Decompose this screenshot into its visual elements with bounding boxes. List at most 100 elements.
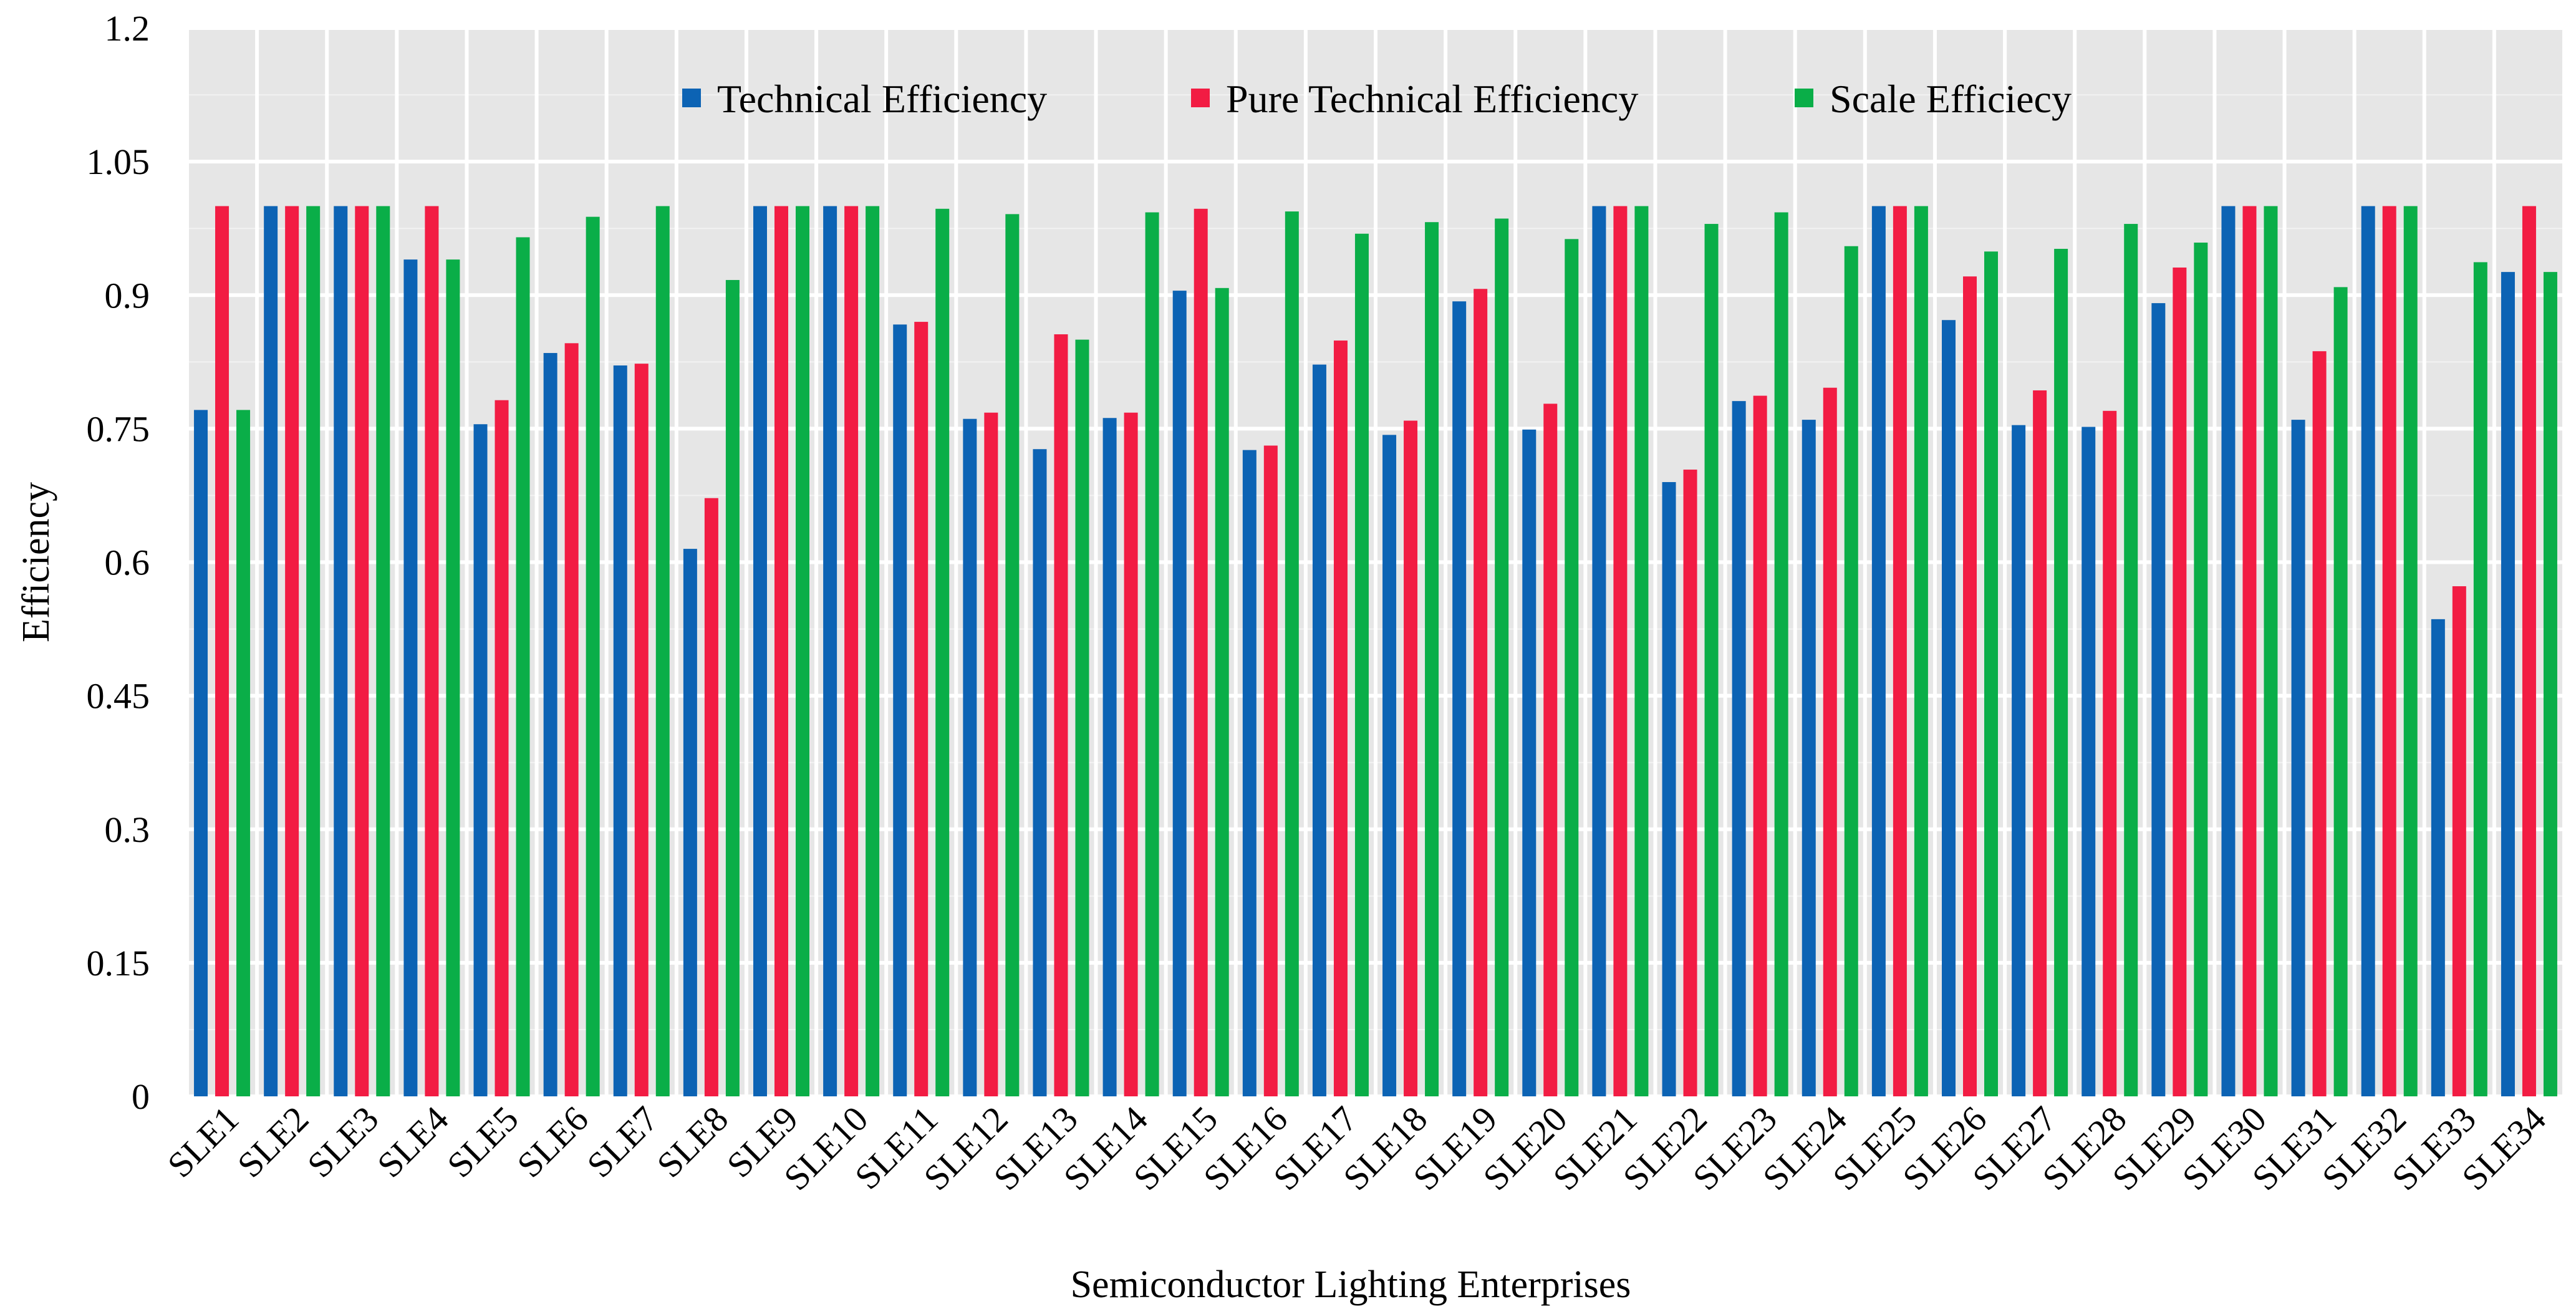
bar-technical-efficiency-sle31: [2291, 420, 2305, 1096]
grid-lines: [185, 26, 2566, 1098]
bar-technical-efficiency-sle24: [1802, 420, 1816, 1096]
bar-pure-technical-efficiency-sle19: [1474, 289, 1488, 1096]
x-tick-label: SLE7: [579, 1098, 666, 1185]
bar-scale-efficiecy-sle19: [1495, 218, 1509, 1096]
bar-scale-efficiecy-sle34: [2543, 272, 2557, 1096]
bar-scale-efficiecy-sle10: [866, 206, 880, 1096]
bar-technical-efficiency-sle8: [683, 549, 697, 1096]
bar-scale-efficiecy-sle32: [2403, 206, 2418, 1096]
y-axis-title: Efficiency: [15, 482, 57, 642]
bar-pure-technical-efficiency-sle31: [2312, 351, 2327, 1096]
bar-technical-efficiency-sle13: [1033, 449, 1047, 1096]
bar-technical-efficiency-sle22: [1662, 482, 1676, 1096]
bar-scale-efficiecy-sle3: [376, 206, 390, 1096]
bar-pure-technical-efficiency-sle13: [1054, 334, 1068, 1096]
bar-scale-efficiecy-sle26: [1984, 251, 1998, 1096]
bar-technical-efficiency-sle21: [1592, 206, 1606, 1096]
bar-pure-technical-efficiency-sle24: [1823, 387, 1837, 1097]
bar-scale-efficiecy-sle1: [236, 410, 251, 1097]
bar-scale-efficiecy-sle33: [2473, 262, 2487, 1096]
bar-scale-efficiecy-sle31: [2333, 287, 2348, 1097]
legend-swatch: [1795, 89, 1813, 107]
y-axis-ticks: 0 0.15 0.3 0.45 0.6 0.75 0.9 1.05 1.2: [87, 8, 150, 1117]
bar-scale-efficiecy-sle2: [306, 206, 321, 1096]
bar-pure-technical-efficiency-sle15: [1194, 208, 1208, 1097]
bar-technical-efficiency-sle16: [1242, 450, 1257, 1096]
bar-scale-efficiecy-sle5: [516, 237, 530, 1096]
bar-pure-technical-efficiency-sle4: [425, 206, 439, 1096]
bar-pure-technical-efficiency-sle22: [1683, 470, 1697, 1096]
bar-scale-efficiecy-sle15: [1215, 287, 1229, 1097]
bar-technical-efficiency-sle23: [1732, 401, 1746, 1096]
bar-scale-efficiecy-sle30: [2264, 206, 2278, 1096]
x-tick-label: SLE6: [509, 1098, 596, 1185]
bar-pure-technical-efficiency-sle8: [704, 498, 718, 1096]
bar-pure-technical-efficiency-sle33: [2452, 586, 2466, 1096]
bar-technical-efficiency-sle26: [1942, 320, 1956, 1096]
bar-scale-efficiecy-sle8: [725, 279, 740, 1096]
bar-pure-technical-efficiency-sle21: [1613, 206, 1628, 1096]
bar-pure-technical-efficiency-sle23: [1753, 395, 1767, 1096]
bar-technical-efficiency-sle34: [2501, 272, 2515, 1096]
bar-pure-technical-efficiency-sle20: [1543, 403, 1558, 1096]
y-tick-label: 0.6: [105, 543, 150, 583]
y-tick-label: 0.3: [105, 809, 150, 850]
bar-technical-efficiency-sle2: [264, 206, 278, 1096]
x-tick-label: SLE4: [369, 1098, 456, 1185]
bar-technical-efficiency-sle32: [2361, 206, 2375, 1096]
x-axis-title: Semiconductor Lighting Enterprises: [1071, 1263, 1631, 1306]
bar-technical-efficiency-sle27: [2012, 425, 2026, 1096]
bar-technical-efficiency-sle7: [613, 365, 627, 1097]
bar-technical-efficiency-sle25: [1871, 206, 1886, 1096]
bar-scale-efficiecy-sle11: [935, 208, 950, 1097]
legend-swatch: [1191, 89, 1210, 107]
bar-scale-efficiecy-sle25: [1914, 206, 1928, 1096]
bar-pure-technical-efficiency-sle11: [914, 322, 929, 1097]
bar-scale-efficiecy-sle24: [1844, 246, 1858, 1096]
bar-pure-technical-efficiency-sle9: [774, 206, 788, 1096]
y-tick-label: 0.75: [87, 408, 150, 449]
y-tick-label: 1.05: [87, 142, 150, 182]
bar-pure-technical-efficiency-sle6: [564, 343, 579, 1097]
bar-technical-efficiency-sle1: [194, 410, 208, 1097]
legend-swatch: [682, 89, 701, 107]
y-tick-label: 0.45: [87, 676, 150, 717]
bar-technical-efficiency-sle4: [403, 259, 418, 1096]
bar-scale-efficiecy-sle29: [2194, 243, 2208, 1097]
bar-pure-technical-efficiency-sle1: [215, 206, 229, 1096]
bar-pure-technical-efficiency-sle10: [844, 206, 859, 1096]
bar-technical-efficiency-sle15: [1172, 291, 1187, 1096]
bar-scale-efficiecy-sle16: [1285, 211, 1299, 1097]
bar-technical-efficiency-sle9: [753, 206, 767, 1096]
bar-pure-technical-efficiency-sle34: [2522, 206, 2536, 1096]
x-tick-label: SLE1: [160, 1098, 246, 1185]
bar-pure-technical-efficiency-sle26: [1963, 276, 1977, 1097]
bar-pure-technical-efficiency-sle29: [2173, 267, 2187, 1096]
bar-technical-efficiency-sle14: [1102, 418, 1117, 1096]
bar-scale-efficiecy-sle23: [1774, 212, 1788, 1097]
bar-technical-efficiency-sle10: [823, 206, 837, 1096]
x-tick-label: SLE2: [229, 1098, 316, 1185]
bar-technical-efficiency-sle3: [334, 206, 348, 1096]
legend: Technical Efficiency Pure Technical Effic…: [682, 77, 2072, 121]
bar-scale-efficiecy-sle27: [2054, 249, 2068, 1096]
x-tick-label: SLE5: [439, 1098, 526, 1185]
bar-pure-technical-efficiency-sle17: [1333, 341, 1348, 1096]
bar-technical-efficiency-sle28: [2082, 427, 2096, 1096]
legend-label: Pure Technical Efficiency: [1226, 77, 1638, 121]
bar-scale-efficiecy-sle18: [1425, 222, 1439, 1096]
bar-pure-technical-efficiency-sle30: [2242, 206, 2257, 1096]
bar-technical-efficiency-sle5: [473, 424, 488, 1096]
bar-pure-technical-efficiency-sle7: [634, 364, 649, 1096]
bar-technical-efficiency-sle20: [1522, 429, 1536, 1096]
bar-scale-efficiecy-sle7: [655, 206, 670, 1096]
bar-scale-efficiecy-sle17: [1354, 233, 1369, 1097]
bar-scale-efficiecy-sle13: [1075, 339, 1089, 1096]
bar-technical-efficiency-sle18: [1382, 435, 1397, 1097]
bar-pure-technical-efficiency-sle28: [2103, 410, 2117, 1097]
bar-pure-technical-efficiency-sle5: [494, 400, 509, 1096]
bar-technical-efficiency-sle33: [2431, 619, 2445, 1096]
bar-scale-efficiecy-sle28: [2124, 224, 2138, 1096]
